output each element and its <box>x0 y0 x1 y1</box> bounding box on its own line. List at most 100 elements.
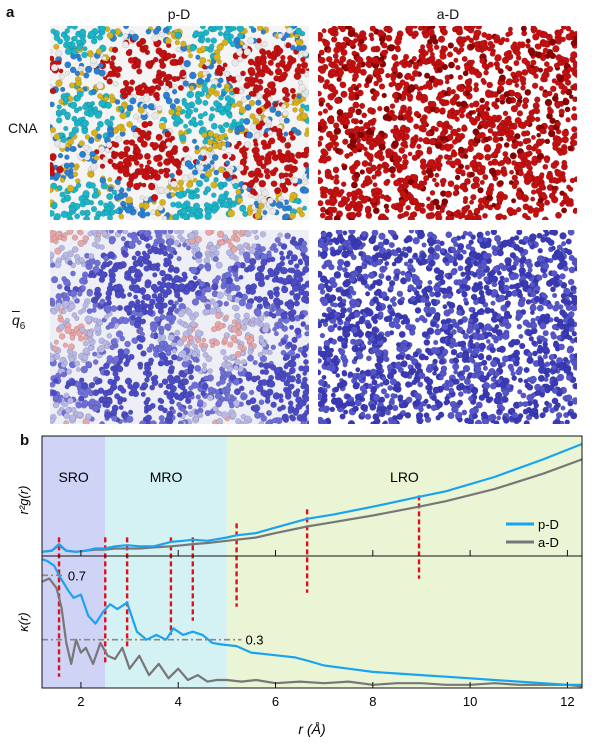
atom <box>143 293 152 302</box>
atom <box>221 39 229 47</box>
atom <box>204 303 211 310</box>
atom <box>426 203 433 210</box>
atom <box>532 207 541 215</box>
atom <box>218 239 225 246</box>
atom <box>264 398 271 404</box>
atom <box>339 55 347 63</box>
atom <box>318 49 325 56</box>
atom <box>210 122 218 130</box>
atom <box>302 290 309 298</box>
atom <box>491 171 498 178</box>
atom <box>565 117 571 123</box>
atom <box>386 372 395 380</box>
atom <box>57 152 64 159</box>
atom <box>158 50 167 58</box>
atom <box>233 365 239 371</box>
atom <box>83 144 90 151</box>
atom <box>162 215 168 220</box>
atom <box>50 210 55 217</box>
atom <box>551 95 559 102</box>
atom <box>107 214 113 220</box>
atom <box>150 283 158 291</box>
atom <box>127 409 134 415</box>
atom <box>204 60 211 67</box>
atom <box>293 300 300 307</box>
atom <box>434 181 440 188</box>
atom <box>468 116 476 124</box>
atom <box>240 392 247 398</box>
atom <box>208 338 215 345</box>
atom <box>352 101 360 109</box>
atom <box>109 387 115 393</box>
atom <box>444 144 452 152</box>
atom <box>538 67 544 73</box>
atom <box>387 384 394 391</box>
atom <box>276 262 283 269</box>
atom <box>437 91 445 99</box>
atom <box>50 417 56 424</box>
atom <box>91 241 98 248</box>
atom <box>278 341 283 347</box>
atom <box>82 103 89 111</box>
atom <box>175 168 183 176</box>
atom <box>447 42 455 49</box>
atom <box>240 359 247 366</box>
atom <box>275 187 282 193</box>
atom <box>77 239 85 247</box>
atom <box>254 271 263 280</box>
atom <box>372 182 378 188</box>
atom <box>302 389 309 396</box>
atom <box>411 140 417 146</box>
atom <box>58 68 64 74</box>
atom <box>549 52 556 60</box>
atom <box>411 197 419 205</box>
atom <box>50 276 59 284</box>
atom <box>113 194 121 201</box>
atom <box>69 66 77 74</box>
atom <box>340 49 348 57</box>
atom <box>455 133 463 141</box>
atom <box>205 265 212 272</box>
atom <box>249 188 257 195</box>
atom <box>564 106 571 113</box>
atom <box>298 260 304 266</box>
atom <box>348 40 356 48</box>
atom <box>177 310 185 318</box>
atom <box>233 235 241 243</box>
atom <box>281 415 287 421</box>
atom <box>511 160 517 166</box>
atom <box>172 250 178 256</box>
atom <box>415 94 423 101</box>
atom <box>370 164 377 172</box>
atom <box>390 172 396 179</box>
atom <box>136 117 143 123</box>
atom <box>248 287 257 296</box>
atom <box>86 101 92 107</box>
atom <box>438 98 445 105</box>
atom <box>385 152 391 159</box>
atom <box>212 256 219 263</box>
atom <box>210 26 217 29</box>
atom <box>163 187 170 195</box>
atom <box>75 367 81 372</box>
atom <box>487 127 494 134</box>
atom <box>370 197 377 204</box>
atom <box>64 326 72 335</box>
atom <box>143 303 149 308</box>
atom <box>182 322 189 329</box>
atom <box>83 72 90 79</box>
atom <box>266 119 272 125</box>
atom <box>538 85 545 92</box>
atom <box>153 315 161 323</box>
atom <box>138 202 145 208</box>
atom <box>247 349 254 355</box>
atom <box>52 401 60 409</box>
atom <box>165 37 172 45</box>
atom <box>66 42 72 48</box>
atom <box>571 139 577 147</box>
atom <box>86 290 93 297</box>
atom <box>231 102 237 109</box>
atom <box>133 159 140 166</box>
atom <box>289 309 297 316</box>
atom <box>231 304 238 311</box>
